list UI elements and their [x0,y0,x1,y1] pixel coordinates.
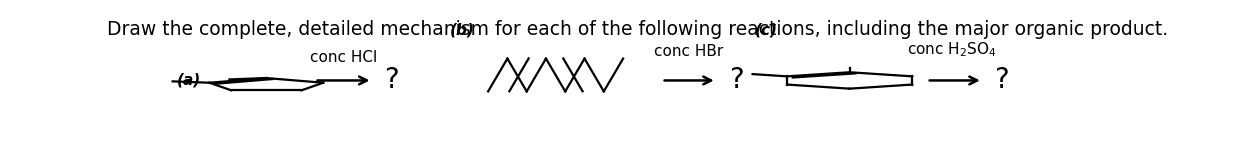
Text: (b): (b) [449,23,474,38]
Text: conc HBr: conc HBr [654,44,723,59]
Text: (a): (a) [177,73,202,88]
Text: conc HCl: conc HCl [310,50,377,65]
Text: Draw the complete, detailed mechanism for each of the following reactions, inclu: Draw the complete, detailed mechanism fo… [107,20,1168,39]
Text: ?: ? [384,66,399,94]
Text: (c): (c) [755,23,779,38]
Text: conc H$_2$SO$_4$: conc H$_2$SO$_4$ [907,40,996,59]
Text: ?: ? [729,66,744,94]
Text: ?: ? [994,66,1009,94]
